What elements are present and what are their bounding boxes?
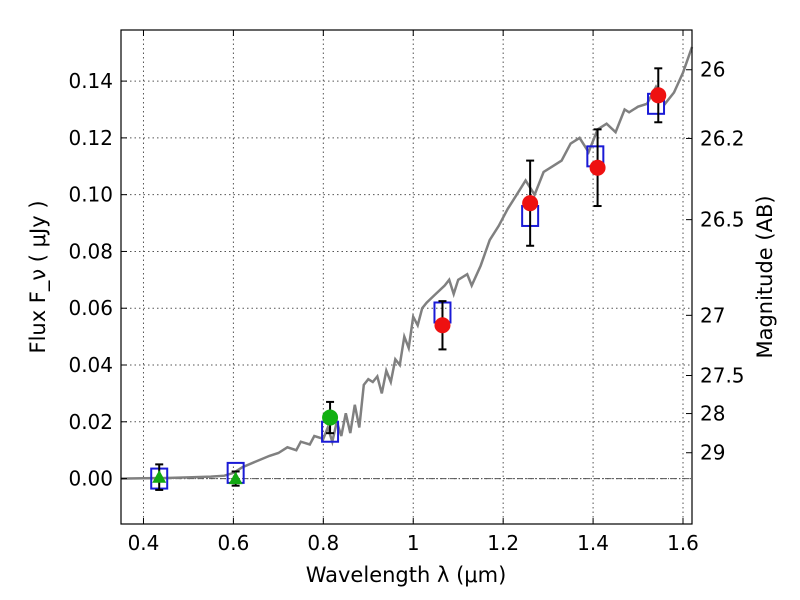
x-tick-label: 1.6 [667,531,699,555]
x-tick-label: 0.8 [307,531,339,555]
y-axis-label: Flux F_ν ( μJy ) [26,200,51,353]
spectrum-layer [120,46,694,480]
grid-layer [121,30,692,524]
y2-tick-label: 27 [700,303,725,327]
y-tick-label: 0.06 [68,296,113,320]
y-tick-label: 0.08 [68,239,113,263]
y-tick-label: 0.02 [68,410,113,434]
data-point-triangle [152,470,167,483]
y2-tick-label: 27.5 [700,364,745,388]
model-layer [150,92,666,490]
data-point-circle [650,87,667,104]
y2-tick-label: 29 [700,441,725,465]
data-point-circle [522,195,539,212]
points-layer [152,67,667,491]
data-point-circle [434,317,451,334]
spectrum-line [120,46,694,480]
y-tick-label: 0.10 [68,183,113,207]
x-tick-label: 0.6 [217,531,249,555]
x-tick-label: 0.4 [128,531,160,555]
x-tick-label: 1.2 [487,531,519,555]
y2-tick-label: 26.2 [700,126,745,150]
data-point-triangle [228,471,243,485]
x-axis-label: Wavelength λ (μm) [306,563,507,587]
plot-frame [120,29,693,525]
axes-layer: 0.4 0.6 0.8 1 1.2 1.4 1.6 0.00 0.02 0.04 0.06 0.08 0… [68,30,745,555]
x-tick-label: 1 [407,531,420,555]
data-point-circle [322,409,339,426]
y-tick-label: 0.00 [68,467,113,491]
y2-tick-label: 26.5 [700,208,745,232]
y2-axis-label: Magnitude (AB) [753,195,777,358]
x-tick-label: 1.4 [577,531,609,555]
data-point-circle [589,159,606,176]
y-tick-label: 0.14 [68,69,113,93]
y2-tick-label: 28 [700,402,725,426]
y-tick-label: 0.12 [68,126,113,150]
y-tick-label: 0.04 [68,353,113,377]
y2-tick-label: 26 [700,58,725,82]
